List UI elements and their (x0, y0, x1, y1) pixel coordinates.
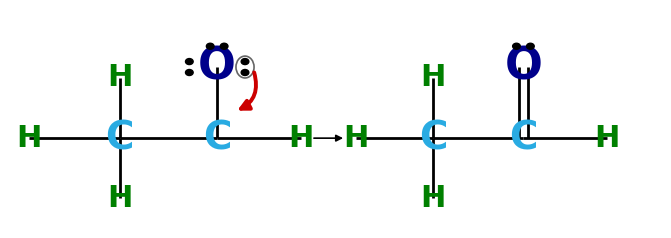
Text: H: H (344, 124, 369, 153)
Text: H: H (107, 184, 132, 213)
Circle shape (220, 43, 228, 49)
Circle shape (185, 59, 193, 64)
Text: O: O (198, 45, 236, 89)
Text: H: H (107, 64, 132, 93)
Text: C: C (419, 119, 447, 157)
Text: C: C (105, 119, 134, 157)
Text: O: O (505, 45, 542, 89)
Text: H: H (17, 124, 42, 153)
Circle shape (207, 43, 214, 49)
Circle shape (527, 43, 534, 49)
Text: C: C (509, 119, 537, 157)
Text: H: H (420, 184, 446, 213)
Circle shape (241, 69, 249, 75)
Circle shape (241, 59, 249, 64)
Text: H: H (420, 64, 446, 93)
Circle shape (185, 69, 193, 75)
Text: H: H (288, 124, 313, 153)
Text: H: H (595, 124, 619, 153)
Text: C: C (203, 119, 231, 157)
Circle shape (513, 43, 520, 49)
